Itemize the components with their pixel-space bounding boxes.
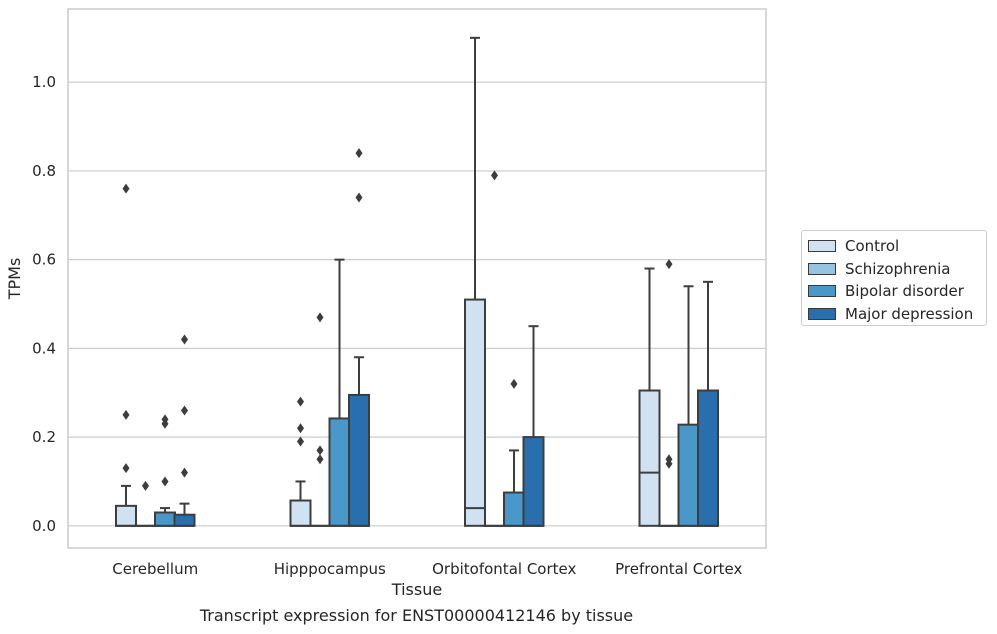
outlier-marker [665,454,673,465]
outlier-marker [355,148,363,159]
box-1-1 [309,312,331,527]
legend-label: Schizophrenia [845,259,951,278]
box-body [638,389,661,527]
box-body [464,298,486,527]
box-1-3 [658,259,680,527]
box-2-1 [328,258,351,527]
y-tick-label: 0.8 [32,162,56,180]
y-tick-label: 0.6 [32,251,56,269]
x-axis-label: Tissue [391,580,442,599]
box-0-0 [115,183,137,527]
legend-swatch [808,307,836,320]
outlier-marker [316,454,324,465]
outlier-marker [161,476,169,487]
legend-item: Major depression [808,303,980,326]
outlier-marker [316,312,324,323]
box-body [503,491,525,527]
box-0-2 [464,36,486,527]
legend-label: Bipolar disorder [845,282,964,301]
x-tick-label: Hipppocampus [274,560,386,578]
box-2-0 [154,414,176,527]
box-2-2 [503,378,525,527]
y-tick-label: 0.4 [32,339,56,357]
legend-item: Bipolar disorder [808,280,980,303]
outlier-marker [297,396,304,407]
legend-label: Control [845,237,900,256]
y-tick-label: 1.0 [32,73,56,91]
outlier-marker [491,170,498,181]
box-1-0 [134,480,157,527]
legend-swatch [808,285,836,298]
box-body [115,504,137,527]
box-3-1 [348,148,370,527]
y-tick-label: 0.2 [32,428,56,446]
legend-label: Major depression [845,304,974,323]
box-body [154,511,176,527]
y-tick-label: 0.0 [32,517,56,535]
outlier-marker [122,463,130,474]
outlier-marker [297,423,304,434]
x-tick-labels: Cerebellum Hipppocampus Orbitofontal Corte… [112,560,742,578]
y-gridlines [68,81,766,527]
outlier-marker [122,409,130,420]
chart-caption: Transcript expression for ENST0000041214… [199,606,634,625]
outlier-marker [297,436,304,447]
legend-item: Schizophrenia [808,258,980,281]
outlier-marker [510,378,518,389]
legend: Control Schizophrenia Bipolar disorder Majo… [801,230,987,326]
plot-area-frame [67,8,767,549]
y-tick-labels: 0.0 0.2 0.4 0.6 0.8 1.0 [32,73,56,535]
box-3-0 [173,334,196,527]
x-tick-label: Orbitofontal Cortex [432,560,576,578]
box-body [348,393,370,527]
x-tick-label: Prefrontal Cortex [615,560,742,578]
outlier-marker [181,334,188,345]
y-axis-label: TPMs [5,258,24,301]
box-body [697,389,719,527]
box-body [289,499,312,527]
outlier-marker [142,480,149,491]
legend-swatch [808,262,836,275]
box-0-3 [638,267,661,527]
outlier-marker [161,414,169,425]
box-groups [115,36,719,527]
box-body [522,436,545,527]
outlier-marker [122,183,130,194]
outlier-marker [355,192,363,203]
box-body [328,417,351,527]
x-tick-label: Cerebellum [112,560,198,578]
outlier-marker [181,467,188,478]
box-body [173,513,196,527]
box-3-3 [697,280,719,527]
box-body [677,423,700,527]
outlier-marker [316,445,324,456]
legend-swatch [808,240,836,253]
outlier-marker [181,405,188,416]
box-3-2 [522,325,545,527]
outlier-marker [665,259,673,270]
box-0-1 [289,396,312,527]
legend-item: Control [808,235,980,258]
box-2-3 [677,285,700,527]
